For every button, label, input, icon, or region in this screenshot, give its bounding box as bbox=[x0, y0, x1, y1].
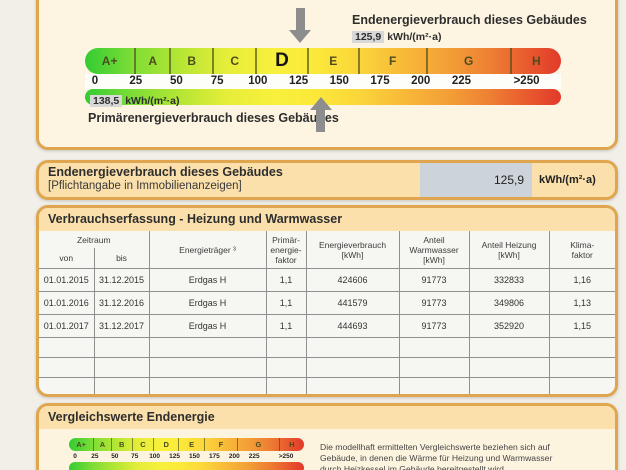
col-header-von: von bbox=[39, 248, 95, 269]
scale-class-a: A bbox=[136, 48, 172, 74]
consumption-row: 01.01.2016 31.12.2016 Erdgas H 1,1 441579 917… bbox=[39, 291, 615, 315]
consumption-title: Verbrauchserfassung - Heizung und Warmwa… bbox=[39, 208, 615, 231]
primary-energy-value: 138,5 bbox=[90, 95, 123, 107]
scale-class-f: F bbox=[205, 438, 239, 451]
col-header-pef: Primär- energie- faktor bbox=[265, 231, 307, 269]
scale-tick: 0 bbox=[91, 75, 99, 87]
comparison-tick-strip: 0 25 50 75 100 125 150 175 200 225 >250 bbox=[69, 451, 304, 462]
scale-tick: 75 bbox=[210, 75, 224, 87]
col-header-bis: bis bbox=[93, 248, 150, 269]
primary-energy-arrow-icon bbox=[309, 97, 332, 132]
empty-row bbox=[39, 337, 615, 358]
col-header-warmwasser: Anteil Warmwasser [kWh] bbox=[398, 231, 470, 269]
scale-tick: 125 bbox=[288, 75, 309, 87]
scale-tick: >250 bbox=[513, 75, 540, 87]
final-energy-requirement-bar: Endenergieverbrauch dieses Gebäudes [Pfl… bbox=[36, 160, 618, 200]
scale-class-a+: A+ bbox=[85, 48, 137, 74]
col-header-zeitraum: Zeitraum bbox=[39, 231, 150, 248]
scale-tick: 200 bbox=[411, 75, 431, 87]
scale-class-e: E bbox=[309, 48, 360, 74]
primary-energy-unit: kWh/(m²·a) bbox=[125, 95, 180, 107]
comparison-panel: Vergleichswerte Endenergie A+ A B C D E F G H 0 2… bbox=[36, 403, 618, 470]
note-line: durch Heizkessel im Gebäude bereitgestel… bbox=[320, 463, 507, 470]
consumption-table-wrap: Zeitraum Energieträger ³ Primär- energie… bbox=[39, 231, 615, 394]
empty-row bbox=[39, 377, 615, 394]
scale-tick: 175 bbox=[208, 453, 220, 460]
scale-class-e: E bbox=[179, 438, 205, 451]
arrow-head bbox=[289, 30, 312, 43]
scale-tick: 100 bbox=[149, 453, 161, 460]
final-energy-value-row: 125,9 kWh/(m²·a) bbox=[352, 31, 441, 43]
scale-tick: 225 bbox=[248, 453, 260, 460]
scale-class-c: C bbox=[214, 48, 258, 74]
comparison-note: Die modellhaft ermittelten Vergleichswer… bbox=[320, 442, 612, 470]
scale-class-a: A bbox=[94, 438, 112, 451]
scale-class-a+: A+ bbox=[69, 438, 95, 451]
energy-tick-strip: 0 25 50 75 100 125 150 175 200 225 >250 bbox=[85, 74, 561, 89]
scale-tick: 150 bbox=[189, 453, 200, 460]
col-header-klima: Klima- faktor bbox=[548, 231, 615, 269]
scale-class-d: D bbox=[154, 438, 180, 451]
scale-tick: 50 bbox=[170, 75, 183, 87]
final-energy-value: 125,9 bbox=[352, 31, 385, 43]
scale-tick: >250 bbox=[278, 453, 294, 460]
scale-class-b: B bbox=[112, 438, 133, 451]
arrow-shaft bbox=[316, 110, 326, 132]
scale-class-b: B bbox=[171, 48, 215, 74]
comparison-class-band: A+ A B C D E F G H bbox=[69, 438, 304, 451]
scale-tick: 200 bbox=[228, 453, 240, 460]
scale-tick: 175 bbox=[370, 75, 390, 87]
scale-class-f: F bbox=[360, 48, 428, 74]
requirement-value: 125,9 bbox=[493, 173, 524, 187]
scale-tick: 0 bbox=[73, 453, 77, 460]
note-line: Gebäude, in denen die Wärme für Heizung … bbox=[320, 452, 553, 463]
final-energy-label: Endenergieverbrauch dieses Gebäudes bbox=[352, 13, 587, 27]
scale-tick: 225 bbox=[451, 75, 472, 87]
consumption-table: Zeitraum Energieträger ³ Primär- energie… bbox=[39, 231, 615, 394]
scale-tick: 100 bbox=[248, 75, 268, 87]
requirement-unit: kWh/(m²·a) bbox=[539, 174, 596, 186]
empty-row bbox=[39, 357, 615, 378]
consumption-row: 01.01.2017 31.12.2017 Erdgas H 1,1 444693 917… bbox=[39, 314, 615, 338]
consumption-row: 01.01.2015 31.12.2015 Erdgas H 1,1 424606 917… bbox=[39, 268, 615, 292]
arrow-shaft bbox=[295, 8, 305, 30]
note-line: Die modellhaft ermittelten Vergleichswer… bbox=[320, 442, 550, 452]
scale-class-g: G bbox=[238, 438, 280, 451]
scale-tick: 25 bbox=[129, 75, 143, 87]
col-header-heizung: Anteil Heizung [kWh] bbox=[468, 231, 550, 269]
comparison-scale: A+ A B C D E F G H 0 25 50 75 100 125 150 175 200 225 >250 bbox=[69, 438, 304, 470]
scale-class-g: G bbox=[428, 48, 512, 74]
scale-tick: 25 bbox=[91, 453, 99, 460]
scale-tick: 50 bbox=[111, 453, 119, 460]
arrow-head bbox=[309, 97, 332, 110]
col-header-verbrauch: Energieverbrauch [kWh] bbox=[305, 231, 400, 269]
comparison-band-mirror bbox=[69, 462, 304, 470]
scale-tick: 75 bbox=[131, 453, 139, 460]
scale-class-h: H bbox=[289, 440, 295, 449]
scale-tick: 125 bbox=[169, 453, 180, 460]
consumption-panel: Verbrauchserfassung - Heizung und Warmwa… bbox=[36, 205, 618, 397]
primary-energy-value-row: 138,5 kWh/(m²·a) bbox=[90, 95, 179, 107]
final-energy-arrow-icon bbox=[289, 8, 312, 43]
scale-class-d: D bbox=[257, 48, 309, 74]
energy-scale-panel: Endenergieverbrauch dieses Gebäudes 125,… bbox=[36, 0, 618, 150]
comparison-title: Vergleichswerte Endenergie bbox=[39, 406, 615, 429]
scale-tick: 150 bbox=[329, 75, 349, 87]
requirement-title: Endenergieverbrauch dieses Gebäudes bbox=[48, 165, 283, 179]
requirement-value-box: 125,9 bbox=[420, 163, 532, 197]
scale-class-h: H bbox=[532, 54, 541, 68]
col-header-energietraeger: Energieträger ³ bbox=[148, 231, 267, 269]
requirement-subtitle: [Pflichtangabe in Immobilienanzeigen] bbox=[48, 180, 242, 192]
scale-class-c: C bbox=[133, 438, 155, 451]
final-energy-unit: kWh/(m²·a) bbox=[387, 31, 442, 43]
primary-energy-label: Primärenergieverbrauch dieses Gebäudes bbox=[88, 111, 339, 125]
energy-class-band: A+ A B C D E F G H bbox=[85, 48, 561, 74]
